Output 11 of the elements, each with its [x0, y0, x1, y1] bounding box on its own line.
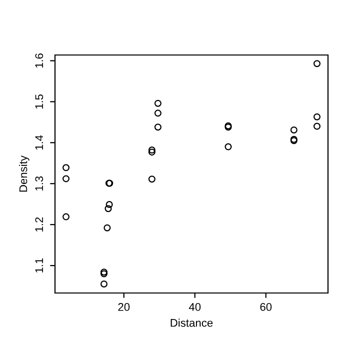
- y-tick-label: 1.5: [35, 94, 44, 109]
- x-tick-label: 20: [118, 303, 130, 311]
- x-axis-title: Distance: [170, 318, 213, 327]
- x-tick-label: 60: [260, 303, 272, 311]
- y-tick-label: 1.3: [35, 176, 44, 190]
- y-tick-label: 1.4: [35, 135, 43, 150]
- y-tick-label: 1.2: [35, 217, 43, 232]
- y-axis-title: Density: [19, 155, 30, 192]
- y-tick-label: 1.1: [35, 258, 43, 272]
- y-tick-label: 1.6: [35, 54, 44, 68]
- x-tick-label: 40: [188, 303, 201, 311]
